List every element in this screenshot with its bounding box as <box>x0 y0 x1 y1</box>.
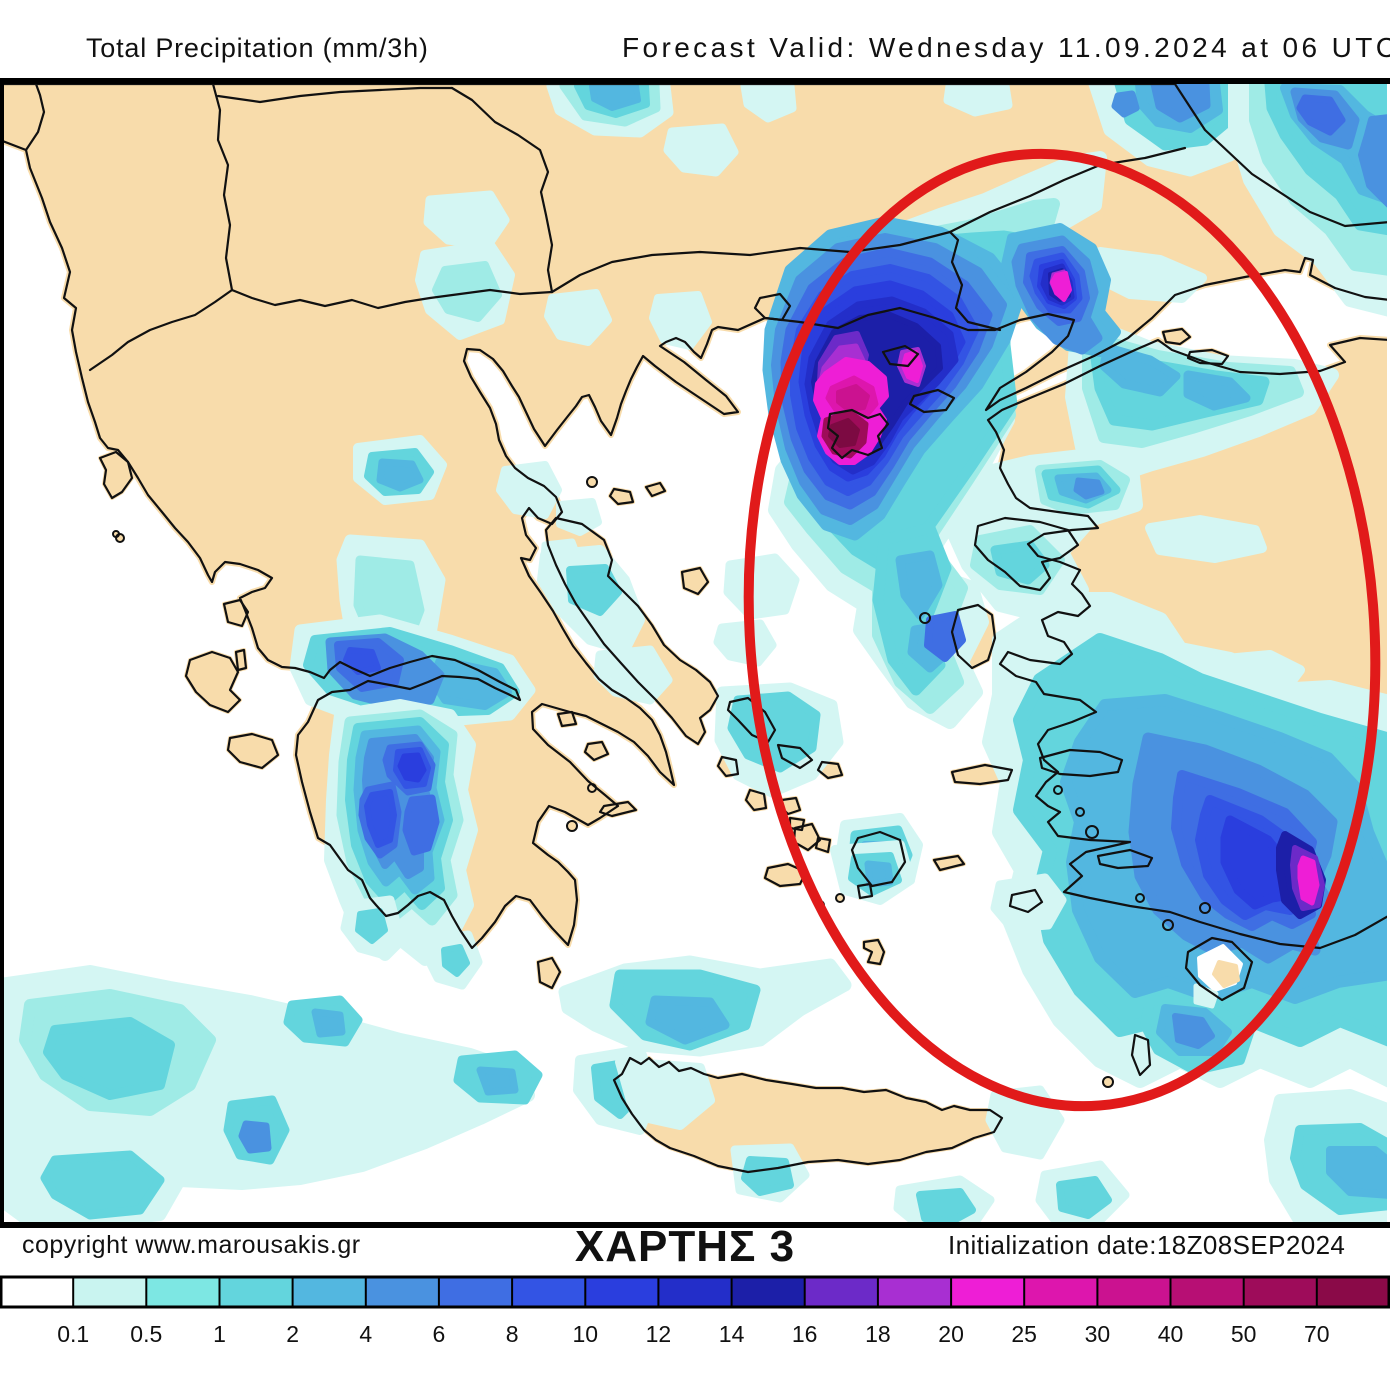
svg-text:16: 16 <box>792 1321 818 1347</box>
svg-text:14: 14 <box>719 1321 745 1347</box>
svg-text:Forecast Valid: Wednesday 11.: Forecast Valid: Wednesday 11.09.2024 at … <box>622 32 1390 63</box>
svg-text:2: 2 <box>286 1321 299 1347</box>
svg-text:0.1: 0.1 <box>57 1321 89 1347</box>
svg-text:40: 40 <box>1158 1321 1184 1347</box>
svg-text:1: 1 <box>213 1321 226 1347</box>
svg-text:copyright www.marousakis.gr: copyright www.marousakis.gr <box>22 1231 361 1259</box>
svg-text:Initialization date:18Z08SEP20: Initialization date:18Z08SEP2024 <box>948 1230 1345 1260</box>
svg-text:8: 8 <box>506 1321 519 1347</box>
svg-text:ΧΑΡΤΗΣ 3: ΧΑΡΤΗΣ 3 <box>575 1222 795 1271</box>
svg-text:0.5: 0.5 <box>130 1321 162 1347</box>
svg-text:12: 12 <box>646 1321 672 1347</box>
svg-text:10: 10 <box>573 1321 599 1347</box>
svg-text:6: 6 <box>433 1321 446 1347</box>
svg-text:30: 30 <box>1085 1321 1111 1347</box>
svg-text:18: 18 <box>865 1321 891 1347</box>
svg-text:Total Precipitation (mm/3h): Total Precipitation (mm/3h) <box>86 33 429 63</box>
svg-text:50: 50 <box>1231 1321 1257 1347</box>
svg-text:4: 4 <box>359 1321 372 1347</box>
svg-text:20: 20 <box>938 1321 964 1347</box>
svg-text:70: 70 <box>1304 1321 1330 1347</box>
svg-text:25: 25 <box>1011 1321 1037 1347</box>
